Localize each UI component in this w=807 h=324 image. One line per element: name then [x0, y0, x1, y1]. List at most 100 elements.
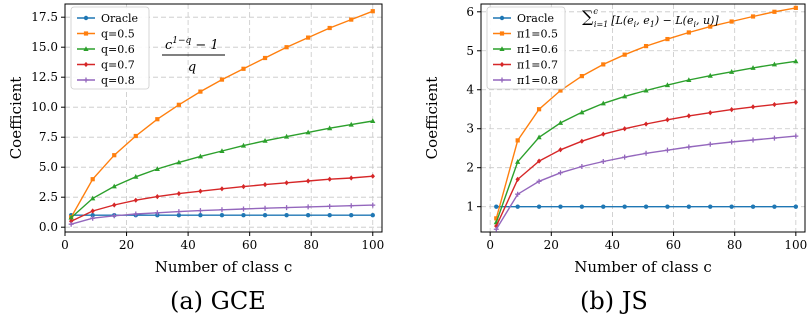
y-tick-label: 2.5	[39, 190, 58, 204]
data-point	[643, 204, 649, 209]
data-point	[90, 177, 95, 182]
data-point	[305, 178, 311, 184]
data-point	[155, 194, 160, 200]
x-axis-label: Number of class c	[574, 258, 711, 276]
data-point	[793, 204, 799, 209]
data-point	[198, 188, 203, 194]
formula-a: c1−q − 1 q	[162, 36, 225, 75]
data-point	[370, 118, 376, 123]
legend-marker	[83, 31, 89, 36]
y-axis-label: Coefficient	[7, 77, 25, 160]
data-point	[772, 101, 777, 108]
data-point	[750, 204, 756, 209]
data-point	[579, 164, 585, 170]
data-point	[686, 77, 692, 82]
data-point	[493, 226, 499, 232]
data-point	[219, 207, 225, 213]
data-point	[557, 120, 564, 125]
data-point	[305, 213, 311, 218]
legend-marker	[83, 46, 89, 51]
y-tick-label: 0.0	[39, 220, 58, 234]
data-point	[707, 72, 713, 78]
data-point	[219, 213, 225, 218]
caption-b: (b) JS	[580, 287, 648, 315]
data-point	[90, 208, 95, 214]
data-point	[262, 55, 268, 61]
legend-label: π1=0.8	[517, 74, 558, 87]
series-3	[493, 58, 799, 225]
data-point	[729, 19, 734, 24]
y-tick-label: 7.5	[39, 130, 58, 144]
y-tick-label: 6	[466, 5, 474, 19]
data-point	[219, 148, 225, 153]
y-axis-label: Coefficient	[423, 77, 441, 160]
data-point	[707, 141, 713, 147]
data-point	[197, 208, 203, 214]
data-point	[515, 159, 521, 164]
data-point	[112, 202, 117, 208]
data-point	[622, 154, 628, 160]
data-point	[90, 213, 95, 218]
data-point	[793, 5, 798, 10]
data-point	[283, 133, 290, 139]
data-point	[133, 133, 138, 139]
data-point	[750, 14, 756, 19]
data-point	[536, 158, 542, 164]
data-point	[305, 129, 311, 135]
data-point	[579, 138, 585, 144]
legend-label: q=0.6	[101, 43, 135, 56]
data-point	[515, 138, 520, 143]
data-point	[772, 204, 777, 209]
legend-marker	[83, 15, 89, 21]
data-point	[262, 138, 268, 143]
data-point	[665, 36, 670, 42]
data-point	[349, 175, 354, 181]
series-line	[495, 135, 796, 230]
data-point	[793, 133, 799, 139]
plot-frame-b	[480, 3, 806, 233]
data-point	[708, 110, 713, 116]
data-point	[284, 180, 289, 186]
data-point	[579, 74, 584, 79]
data-point	[176, 209, 182, 215]
data-point	[558, 88, 563, 93]
data-point	[622, 126, 627, 132]
x-tick-label: 60	[666, 238, 681, 252]
legend-label: π1=0.7	[517, 59, 558, 72]
y-tick-label: 12.5	[31, 70, 58, 84]
data-point	[686, 144, 692, 150]
data-point	[793, 58, 799, 64]
data-point	[176, 159, 182, 165]
legend-label: π1=0.6	[517, 43, 558, 56]
data-point	[68, 218, 74, 224]
data-point	[327, 213, 332, 218]
data-point	[241, 213, 246, 218]
data-point	[643, 87, 649, 93]
y-tick-label: 5	[466, 44, 474, 58]
data-point	[558, 147, 563, 153]
series-3	[68, 118, 376, 220]
series-line	[70, 120, 373, 219]
series-2	[69, 9, 375, 220]
data-point	[515, 204, 520, 209]
y-tick-label: 5.0	[39, 160, 58, 174]
data-point	[370, 9, 375, 14]
data-point	[515, 176, 520, 182]
data-point	[240, 142, 247, 148]
data-point	[750, 65, 756, 70]
data-point	[708, 204, 713, 209]
data-point	[622, 93, 628, 99]
legend-marker	[499, 31, 505, 36]
series-4	[68, 173, 375, 224]
data-point	[306, 35, 311, 40]
data-point	[686, 30, 691, 35]
data-point	[154, 210, 160, 216]
data-point	[327, 125, 333, 131]
x-tick-label: 20	[119, 238, 134, 252]
data-point	[515, 191, 521, 197]
data-point	[176, 213, 182, 218]
y-tick-label: 17.5	[31, 10, 58, 24]
data-point	[112, 153, 117, 158]
x-tick-label: 40	[605, 238, 620, 252]
data-point	[729, 107, 734, 113]
